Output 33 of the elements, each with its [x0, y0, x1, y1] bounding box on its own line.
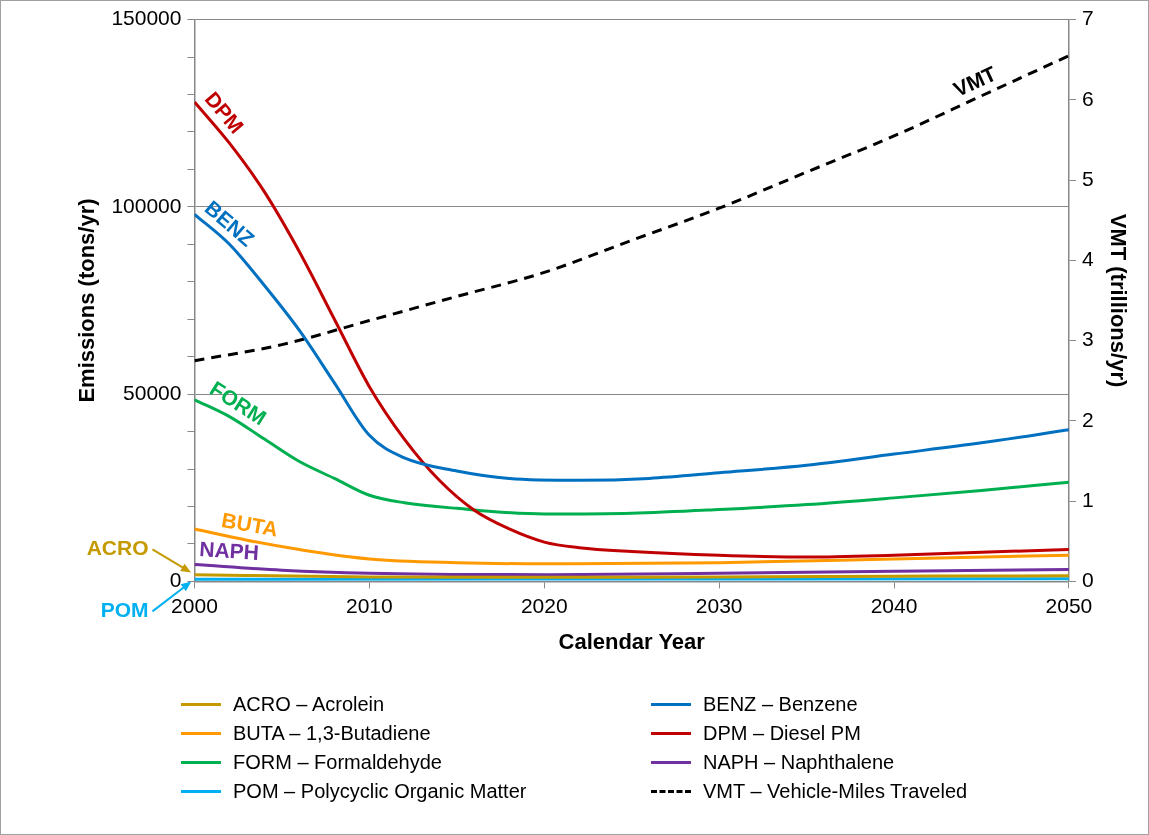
x-axis-title: Calendar Year [558, 628, 706, 654]
y-axis-title: Emissions (tons/yr) [74, 198, 100, 403]
x-tick-label: 2030 [695, 593, 743, 617]
legend-label: ACRO – Acrolein [233, 693, 385, 716]
x-tick-label: 2050 [1045, 593, 1093, 617]
annotation: ACRO [86, 536, 149, 560]
legend-label: NAPH – Naphthalene [703, 751, 895, 774]
y-tick-label: 150000 [111, 6, 182, 30]
x-tick-label: 2010 [346, 593, 393, 617]
y-tick-label: 0 [169, 568, 182, 592]
y2-axis-title: VMT (trillions/yr) [1105, 213, 1131, 388]
annotation: VMT [949, 61, 1000, 101]
y-tick-label: 100000 [111, 193, 182, 217]
y2-tick-label: 2 [1081, 407, 1094, 431]
y2-tick-label: 4 [1081, 247, 1094, 271]
y2-tick-label: 1 [1081, 487, 1094, 511]
legend-label: BUTA – 1,3-Butadiene [233, 722, 431, 745]
y2-tick-label: 6 [1081, 86, 1094, 110]
annotation: POM [100, 598, 149, 622]
y-tick-label: 50000 [123, 380, 182, 404]
x-tick-label: 2020 [520, 593, 568, 617]
x-tick-label: 2000 [171, 593, 218, 617]
legend-label: FORM – Formaldehyde [233, 751, 442, 774]
y2-tick-label: 3 [1081, 327, 1094, 351]
x-tick-label: 2040 [870, 593, 918, 617]
y2-tick-label: 5 [1081, 166, 1094, 190]
legend-label: BENZ – Benzene [703, 693, 858, 716]
legend-label: VMT – Vehicle-Miles Traveled [703, 780, 968, 803]
y2-tick-label: 0 [1081, 568, 1094, 592]
y2-tick-label: 7 [1081, 6, 1094, 30]
legend-label: POM – Polycyclic Organic Matter [233, 780, 527, 803]
legend-label: DPM – Diesel PM [703, 722, 861, 745]
line-series [194, 563, 1069, 577]
